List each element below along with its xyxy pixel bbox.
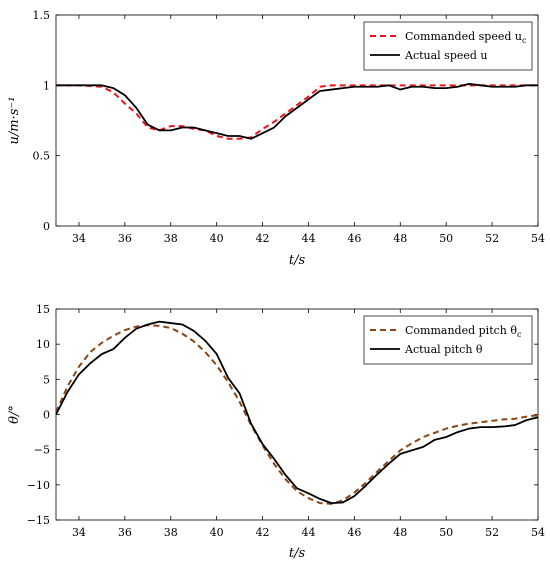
y-tick-label: 15 bbox=[36, 303, 50, 316]
y-tick-label: 1 bbox=[43, 79, 50, 92]
x-tick-label: 54 bbox=[531, 526, 545, 539]
series-group bbox=[56, 83, 538, 140]
x-tick-label: 50 bbox=[439, 526, 453, 539]
x-tick-label: 36 bbox=[118, 232, 132, 245]
legend-label-1: Commanded pitch θc bbox=[405, 324, 522, 339]
y-tick-label: 10 bbox=[36, 338, 50, 351]
series-line-1 bbox=[56, 324, 538, 505]
y-tick-label: 0 bbox=[43, 220, 50, 233]
x-tick-label: 52 bbox=[485, 526, 499, 539]
x-axis-label: t/s bbox=[289, 546, 306, 561]
legend-label-2: Actual pitch θ bbox=[404, 343, 483, 356]
x-tick-label: 52 bbox=[485, 232, 499, 245]
legend: Commanded pitch θc Actual pitch θ bbox=[363, 315, 533, 365]
legend: Commanded speed uc Actual speed u bbox=[363, 21, 533, 71]
x-tick-label: 44 bbox=[301, 526, 315, 539]
legend-box bbox=[363, 315, 533, 365]
x-tick-label: 34 bbox=[72, 526, 86, 539]
x-tick-label: 44 bbox=[301, 232, 315, 245]
x-tick-label: 42 bbox=[256, 232, 270, 245]
x-tick-label: 46 bbox=[347, 232, 361, 245]
x-tick-label: 34 bbox=[72, 232, 86, 245]
legend-label-1: Commanded speed uc bbox=[405, 30, 527, 45]
x-tick-label: 48 bbox=[393, 526, 407, 539]
x-axis-label: t/s bbox=[289, 253, 306, 268]
x-tick-label: 42 bbox=[256, 526, 270, 539]
y-axis-label: θ/° bbox=[7, 405, 22, 424]
y-tick-label: −15 bbox=[27, 514, 50, 527]
x-tick-label: 48 bbox=[393, 232, 407, 245]
chart-panel-1: 34 36 38 40 42 44 46 48 50 52 54 0 0.5 1 1.5 t/s u/m·s⁻¹… bbox=[7, 9, 545, 268]
x-tick-label: 40 bbox=[210, 232, 224, 245]
x-tick-label: 46 bbox=[347, 526, 361, 539]
x-tick-label: 36 bbox=[118, 526, 132, 539]
y-tick-label: 1.5 bbox=[33, 9, 51, 22]
legend-box bbox=[363, 21, 533, 71]
y-tick-label: −10 bbox=[27, 479, 50, 492]
y-tick-label: −5 bbox=[34, 444, 50, 457]
x-tick-label: 54 bbox=[531, 232, 545, 245]
series-line-2 bbox=[56, 83, 538, 140]
x-tick-label: 50 bbox=[439, 232, 453, 245]
y-tick-label: 0 bbox=[43, 409, 50, 422]
series-line-1 bbox=[56, 84, 538, 140]
x-tick-label: 38 bbox=[164, 526, 178, 539]
series-group bbox=[56, 320, 538, 505]
y-axis-label: u/m·s⁻¹ bbox=[7, 97, 22, 145]
chart-panel-2: 34 36 38 40 42 44 46 48 50 52 54 −15 −10 −5 0 5 10 15 t/s θ… bbox=[7, 303, 545, 561]
y-tick-label: 5 bbox=[43, 373, 50, 386]
series-line-2 bbox=[56, 320, 538, 505]
x-tick-label: 40 bbox=[210, 526, 224, 539]
x-tick-label: 38 bbox=[164, 232, 178, 245]
y-tick-label: 0.5 bbox=[33, 150, 51, 163]
legend-label-2: Actual speed u bbox=[404, 49, 488, 62]
